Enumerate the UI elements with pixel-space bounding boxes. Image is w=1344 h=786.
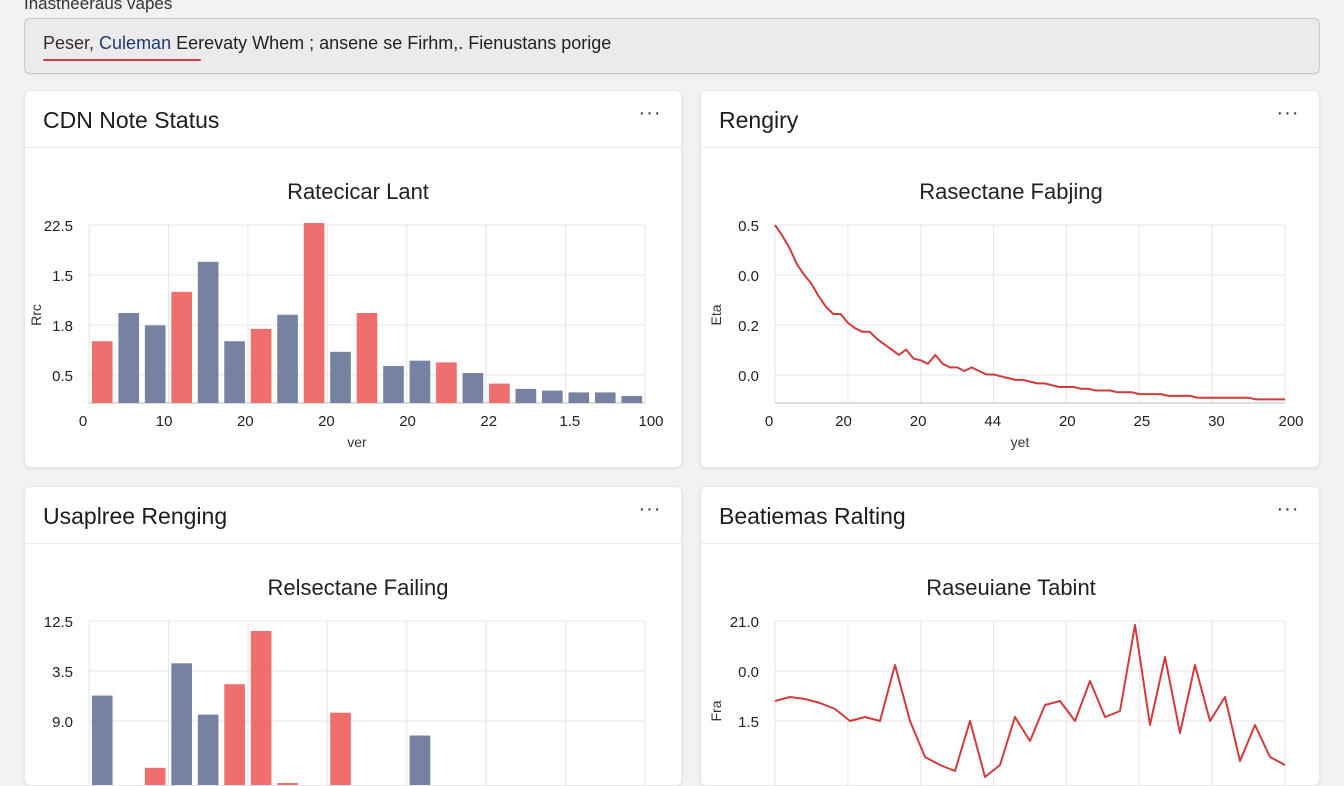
bar [145, 768, 166, 786]
x-tick-label: 22 [480, 413, 497, 430]
search-rest: Eerevaty Whem ; ansene se Firhm,. Fienus… [171, 33, 611, 53]
x-tick-label: 20 [910, 413, 927, 430]
card-header: Beatiemas Ralting ··· [701, 487, 1319, 544]
x-tick-label: 25 [1134, 413, 1151, 430]
x-tick-label: 20 [835, 413, 852, 430]
bar [198, 715, 219, 786]
y-tick-label: 21.0 [730, 614, 759, 631]
bar [251, 631, 272, 786]
bar [92, 341, 113, 403]
bar [277, 315, 298, 403]
search-word-1: Peser, [43, 33, 94, 53]
card-header: Rengiry ··· [701, 91, 1319, 148]
y-tick-label: 9.0 [52, 714, 73, 731]
bar [516, 389, 537, 403]
bar [436, 362, 457, 403]
bar [542, 391, 563, 403]
x-tick-label: 100 [638, 413, 663, 430]
card-title: Rengiry [719, 107, 798, 134]
card-header: CDN Note Status ··· [25, 91, 681, 148]
bar [224, 341, 245, 403]
card-cdn-note-status: CDN Note Status ··· Ratecicar Lant 22.5 1.… [24, 90, 682, 468]
y-tick-label: 0.0 [738, 268, 759, 285]
x-tick-label: 20 [1059, 413, 1076, 430]
y-axis-label: Eta [708, 304, 724, 325]
bar [171, 292, 192, 403]
chart-title: Rasectane Fabjing [919, 179, 1102, 204]
x-tick-label: 1.5 [559, 413, 580, 430]
y-tick-label: 1.5 [738, 714, 759, 731]
chart-title: Ratecicar Lant [287, 179, 429, 204]
bar [224, 684, 245, 786]
series-line [775, 625, 1285, 777]
bar [171, 663, 192, 786]
bar-chart: Ratecicar Lant 22.5 1.5 1.8 0.5 Rrc 0 10 20 20 20 2… [25, 147, 682, 468]
card-header: Usaplree Renging ··· [25, 487, 681, 544]
x-tick-label: 0 [765, 413, 773, 430]
chart-title: Relsectane Failing [268, 575, 449, 600]
card-title: CDN Note Status [43, 107, 219, 134]
x-tick-label: 30 [1208, 413, 1225, 430]
x-tick-label: 10 [156, 413, 173, 430]
x-tick-label: 20 [399, 413, 416, 430]
more-options-button[interactable]: ··· [1275, 499, 1301, 525]
y-tick-label: 0.2 [738, 318, 759, 335]
y-tick-label: 12.5 [44, 614, 73, 631]
x-tick-label: 20 [318, 413, 335, 430]
x-tick-label: 20 [237, 413, 254, 430]
card-beatiemas-ralting: Beatiemas Ralting ··· Raseuiane Tabint 21… [700, 486, 1320, 786]
card-usaplree-renging: Usaplree Renging ··· Relsectane Failing 1… [24, 486, 682, 786]
bar [410, 736, 431, 786]
x-axis-label: yet [1011, 434, 1030, 450]
bar [357, 313, 378, 403]
search-text: Peser, Culeman Eerevaty Whem ; ansene se… [43, 33, 611, 54]
line-chart: Rasectane Fabjing 0.5 0.0 0.2 0.0 Eta 0 20 20 44 2… [701, 147, 1320, 468]
bar [304, 223, 325, 403]
bar [383, 366, 404, 403]
x-axis-label: ver [347, 434, 367, 450]
search-word-2: Culeman [99, 33, 171, 53]
bar [463, 373, 484, 403]
x-tick-label: 44 [984, 413, 1001, 430]
bar [145, 325, 166, 403]
spellcheck-underline [43, 59, 201, 61]
page-subtitle: Inastheeraus vapes [24, 0, 172, 14]
bar [330, 352, 351, 403]
y-tick-label: 1.8 [52, 318, 73, 335]
more-options-button[interactable]: ··· [637, 499, 663, 525]
bar [198, 262, 219, 403]
card-title: Usaplree Renging [43, 503, 227, 530]
bar [489, 384, 510, 403]
y-axis-label: Rrc [28, 304, 44, 326]
y-tick-label: 3.5 [52, 664, 73, 681]
y-axis-label: Fra [708, 700, 724, 721]
bar [621, 396, 642, 403]
y-tick-label: 0.5 [738, 218, 759, 235]
bar [92, 696, 113, 786]
chart-title: Raseuiane Tabint [926, 575, 1096, 600]
bar [330, 713, 351, 786]
y-tick-label: 0.5 [52, 368, 73, 385]
bar [568, 392, 589, 403]
series-line [775, 225, 1285, 399]
x-tick-label: 0 [79, 413, 87, 430]
more-options-button[interactable]: ··· [1275, 103, 1301, 129]
card-title: Beatiemas Ralting [719, 503, 906, 530]
bar [251, 329, 272, 403]
bar [410, 361, 431, 403]
bar [595, 392, 616, 403]
bar [118, 313, 139, 403]
search-input[interactable]: Peser, Culeman Eerevaty Whem ; ansene se… [24, 18, 1320, 74]
card-rengiry: Rengiry ··· Rasectane Fabjing 0.5 0.0 0.2 0.… [700, 90, 1320, 468]
y-tick-label: 0.0 [738, 368, 759, 385]
more-options-button[interactable]: ··· [637, 103, 663, 129]
y-tick-label: 1.5 [52, 268, 73, 285]
x-tick-label: 200 [1278, 413, 1303, 430]
y-tick-label: 0.0 [738, 664, 759, 681]
y-tick-label: 22.5 [44, 218, 73, 235]
